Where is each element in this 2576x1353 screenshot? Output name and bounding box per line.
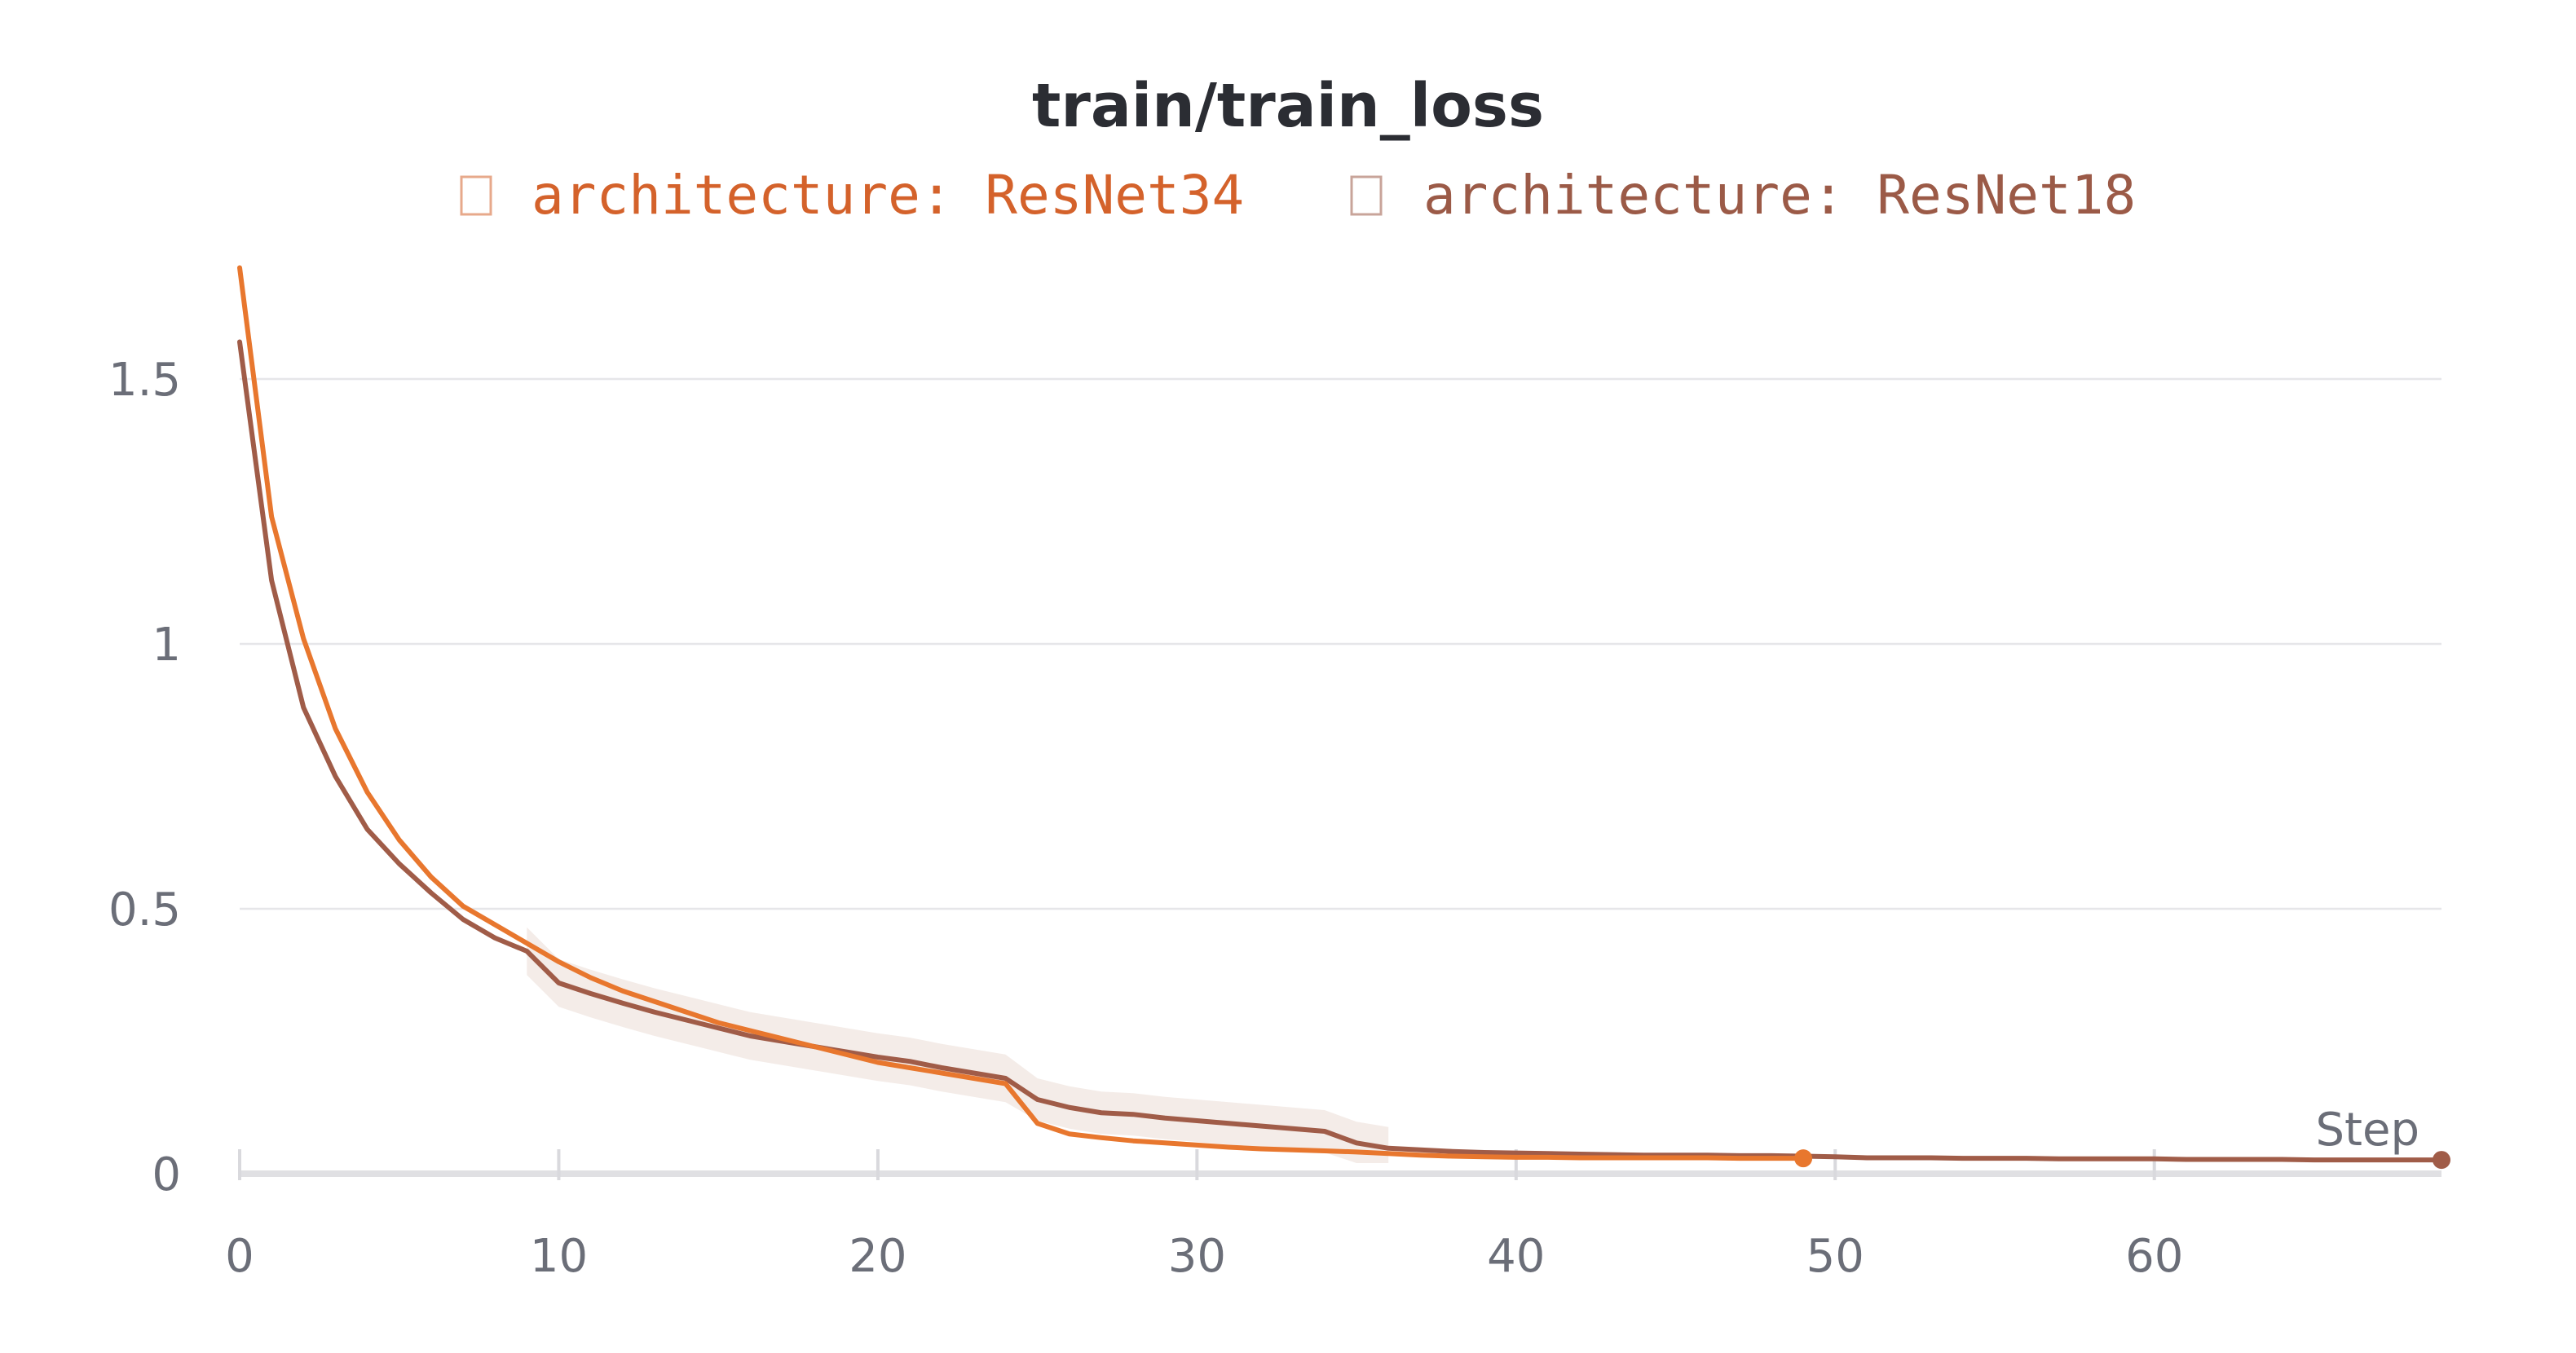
y-axis-tick-labels: 0 0.5 1 1.5 (108, 354, 181, 1201)
x-axis (238, 1149, 2441, 1180)
x-tick-label: 10 (530, 1230, 588, 1283)
x-tick-label: 30 (1168, 1230, 1226, 1283)
x-tick-label: 50 (1806, 1230, 1864, 1283)
legend: architecture: ResNet34 architecture: ResN… (460, 164, 2136, 227)
series-line (237, 339, 2444, 1163)
x-axis-title: Step (2315, 1104, 2419, 1157)
legend-swatch-icon (1350, 175, 1383, 216)
legend-swatch-icon (460, 175, 492, 216)
y-tick-label: 1 (152, 619, 181, 672)
x-tick-label: 0 (225, 1230, 254, 1283)
legend-label: architecture: ResNet34 (532, 164, 1244, 227)
series-end-point (1794, 1149, 1813, 1168)
legend-item[interactable]: architecture: ResNet34 (460, 164, 1244, 227)
y-tick-label: 1.5 (108, 354, 181, 407)
legend-label: architecture: ResNet18 (1423, 164, 2136, 227)
x-axis-tick-labels: 0 10 20 30 40 50 60 (225, 1230, 2183, 1283)
series-band-area (527, 927, 1389, 1163)
grid (240, 377, 2441, 910)
series-layer (237, 265, 2450, 1170)
y-tick-label: 0.5 (108, 884, 181, 937)
legend-item[interactable]: architecture: ResNet18 (1350, 164, 2136, 227)
series-line (237, 265, 1806, 1161)
series-band (527, 927, 1389, 1163)
series-end-point (2433, 1151, 2450, 1170)
y-tick-label: 0 (152, 1148, 181, 1201)
x-tick-label: 60 (2125, 1230, 2183, 1283)
x-tick-label: 20 (849, 1230, 906, 1283)
x-tick-label: 40 (1487, 1230, 1545, 1283)
chart-title: train/train_loss (1032, 71, 1544, 141)
